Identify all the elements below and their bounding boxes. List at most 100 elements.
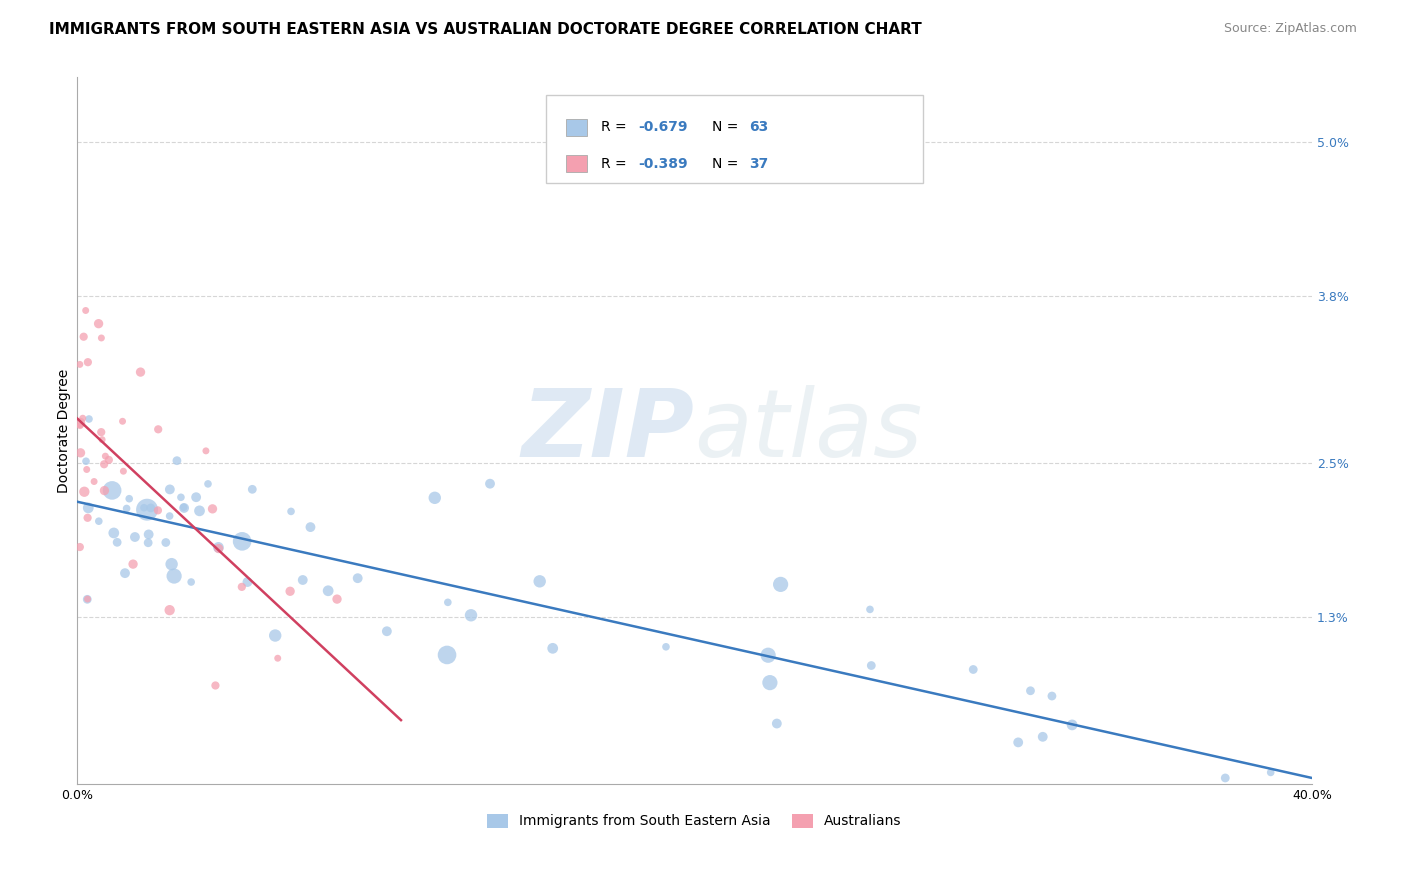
Point [962,663,984,677]
Point [90,425,112,439]
Point [111,414,134,428]
Point [1213,771,1236,785]
Point [208,541,231,556]
Point [69,358,91,372]
Text: R =: R = [600,120,631,134]
Point [655,640,678,654]
Point [188,504,211,518]
Point [159,483,181,497]
Point [529,574,551,589]
Point [278,584,301,599]
Point [129,365,152,379]
Point [69,418,91,433]
Point [170,490,193,504]
Point [115,501,138,516]
Point [859,602,882,616]
Text: N =: N = [711,157,742,170]
Point [132,500,155,515]
Point [93,457,115,471]
Y-axis label: Doctorate Degree: Doctorate Degree [58,368,72,493]
Point [231,580,253,594]
Point [76,355,98,369]
Point [436,648,458,662]
Point [180,574,202,589]
Point [299,520,322,534]
Point [231,534,253,549]
Point [1007,735,1029,749]
Point [291,573,314,587]
Point [148,422,170,436]
Text: ZIP: ZIP [522,385,695,477]
Point [73,329,96,343]
Point [83,475,105,489]
Point [204,678,226,692]
Text: N =: N = [711,120,742,134]
Point [201,501,224,516]
Point [756,648,779,663]
Point [173,500,195,515]
Point [76,462,98,476]
Point [769,577,792,591]
Point [159,603,181,617]
Text: atlas: atlas [695,385,922,476]
Point [97,453,120,467]
Text: 63: 63 [749,120,769,134]
Point [240,483,263,497]
Point [1040,689,1063,703]
Point [76,592,98,607]
FancyBboxPatch shape [565,119,588,136]
Point [105,535,128,549]
Point [166,453,188,467]
Point [69,416,91,430]
Point [103,525,125,540]
Point [122,557,145,571]
Point [184,490,207,504]
FancyBboxPatch shape [546,95,922,184]
Point [77,500,100,515]
Point [860,658,883,673]
Text: Source: ZipAtlas.com: Source: ZipAtlas.com [1223,22,1357,36]
Point [375,624,398,639]
Point [437,595,460,609]
Point [112,464,135,478]
Point [139,500,162,515]
Point [136,535,159,549]
Text: IMMIGRANTS FROM SOUTH EASTERN ASIA VS AUSTRALIAN DOCTORATE DEGREE CORRELATION CH: IMMIGRANTS FROM SOUTH EASTERN ASIA VS AU… [49,22,922,37]
Point [93,483,115,498]
Point [160,557,183,571]
Point [75,303,97,318]
Point [76,592,98,607]
Point [94,449,117,463]
Text: -0.389: -0.389 [638,157,688,170]
Point [87,317,110,331]
Point [163,569,186,583]
Point [197,476,219,491]
Point [101,483,124,498]
Point [759,675,782,690]
Point [1260,765,1282,780]
Point [194,443,217,458]
Point [264,628,287,642]
Legend: Immigrants from South Eastern Asia, Australians: Immigrants from South Eastern Asia, Aust… [482,808,907,834]
Point [460,608,482,623]
Point [267,651,290,665]
Point [77,412,100,426]
Point [159,508,181,523]
Point [423,491,446,505]
Point [479,476,502,491]
Point [69,446,91,460]
Point [69,540,91,554]
Point [118,491,141,506]
Point [91,433,114,447]
Point [280,504,302,518]
Text: R =: R = [600,157,631,170]
Point [146,503,169,517]
Point [173,500,195,515]
Point [316,583,339,598]
Point [114,566,136,581]
Point [138,527,160,541]
Point [90,331,112,345]
Text: 37: 37 [749,157,769,170]
Point [1032,730,1054,744]
Point [1062,718,1084,732]
